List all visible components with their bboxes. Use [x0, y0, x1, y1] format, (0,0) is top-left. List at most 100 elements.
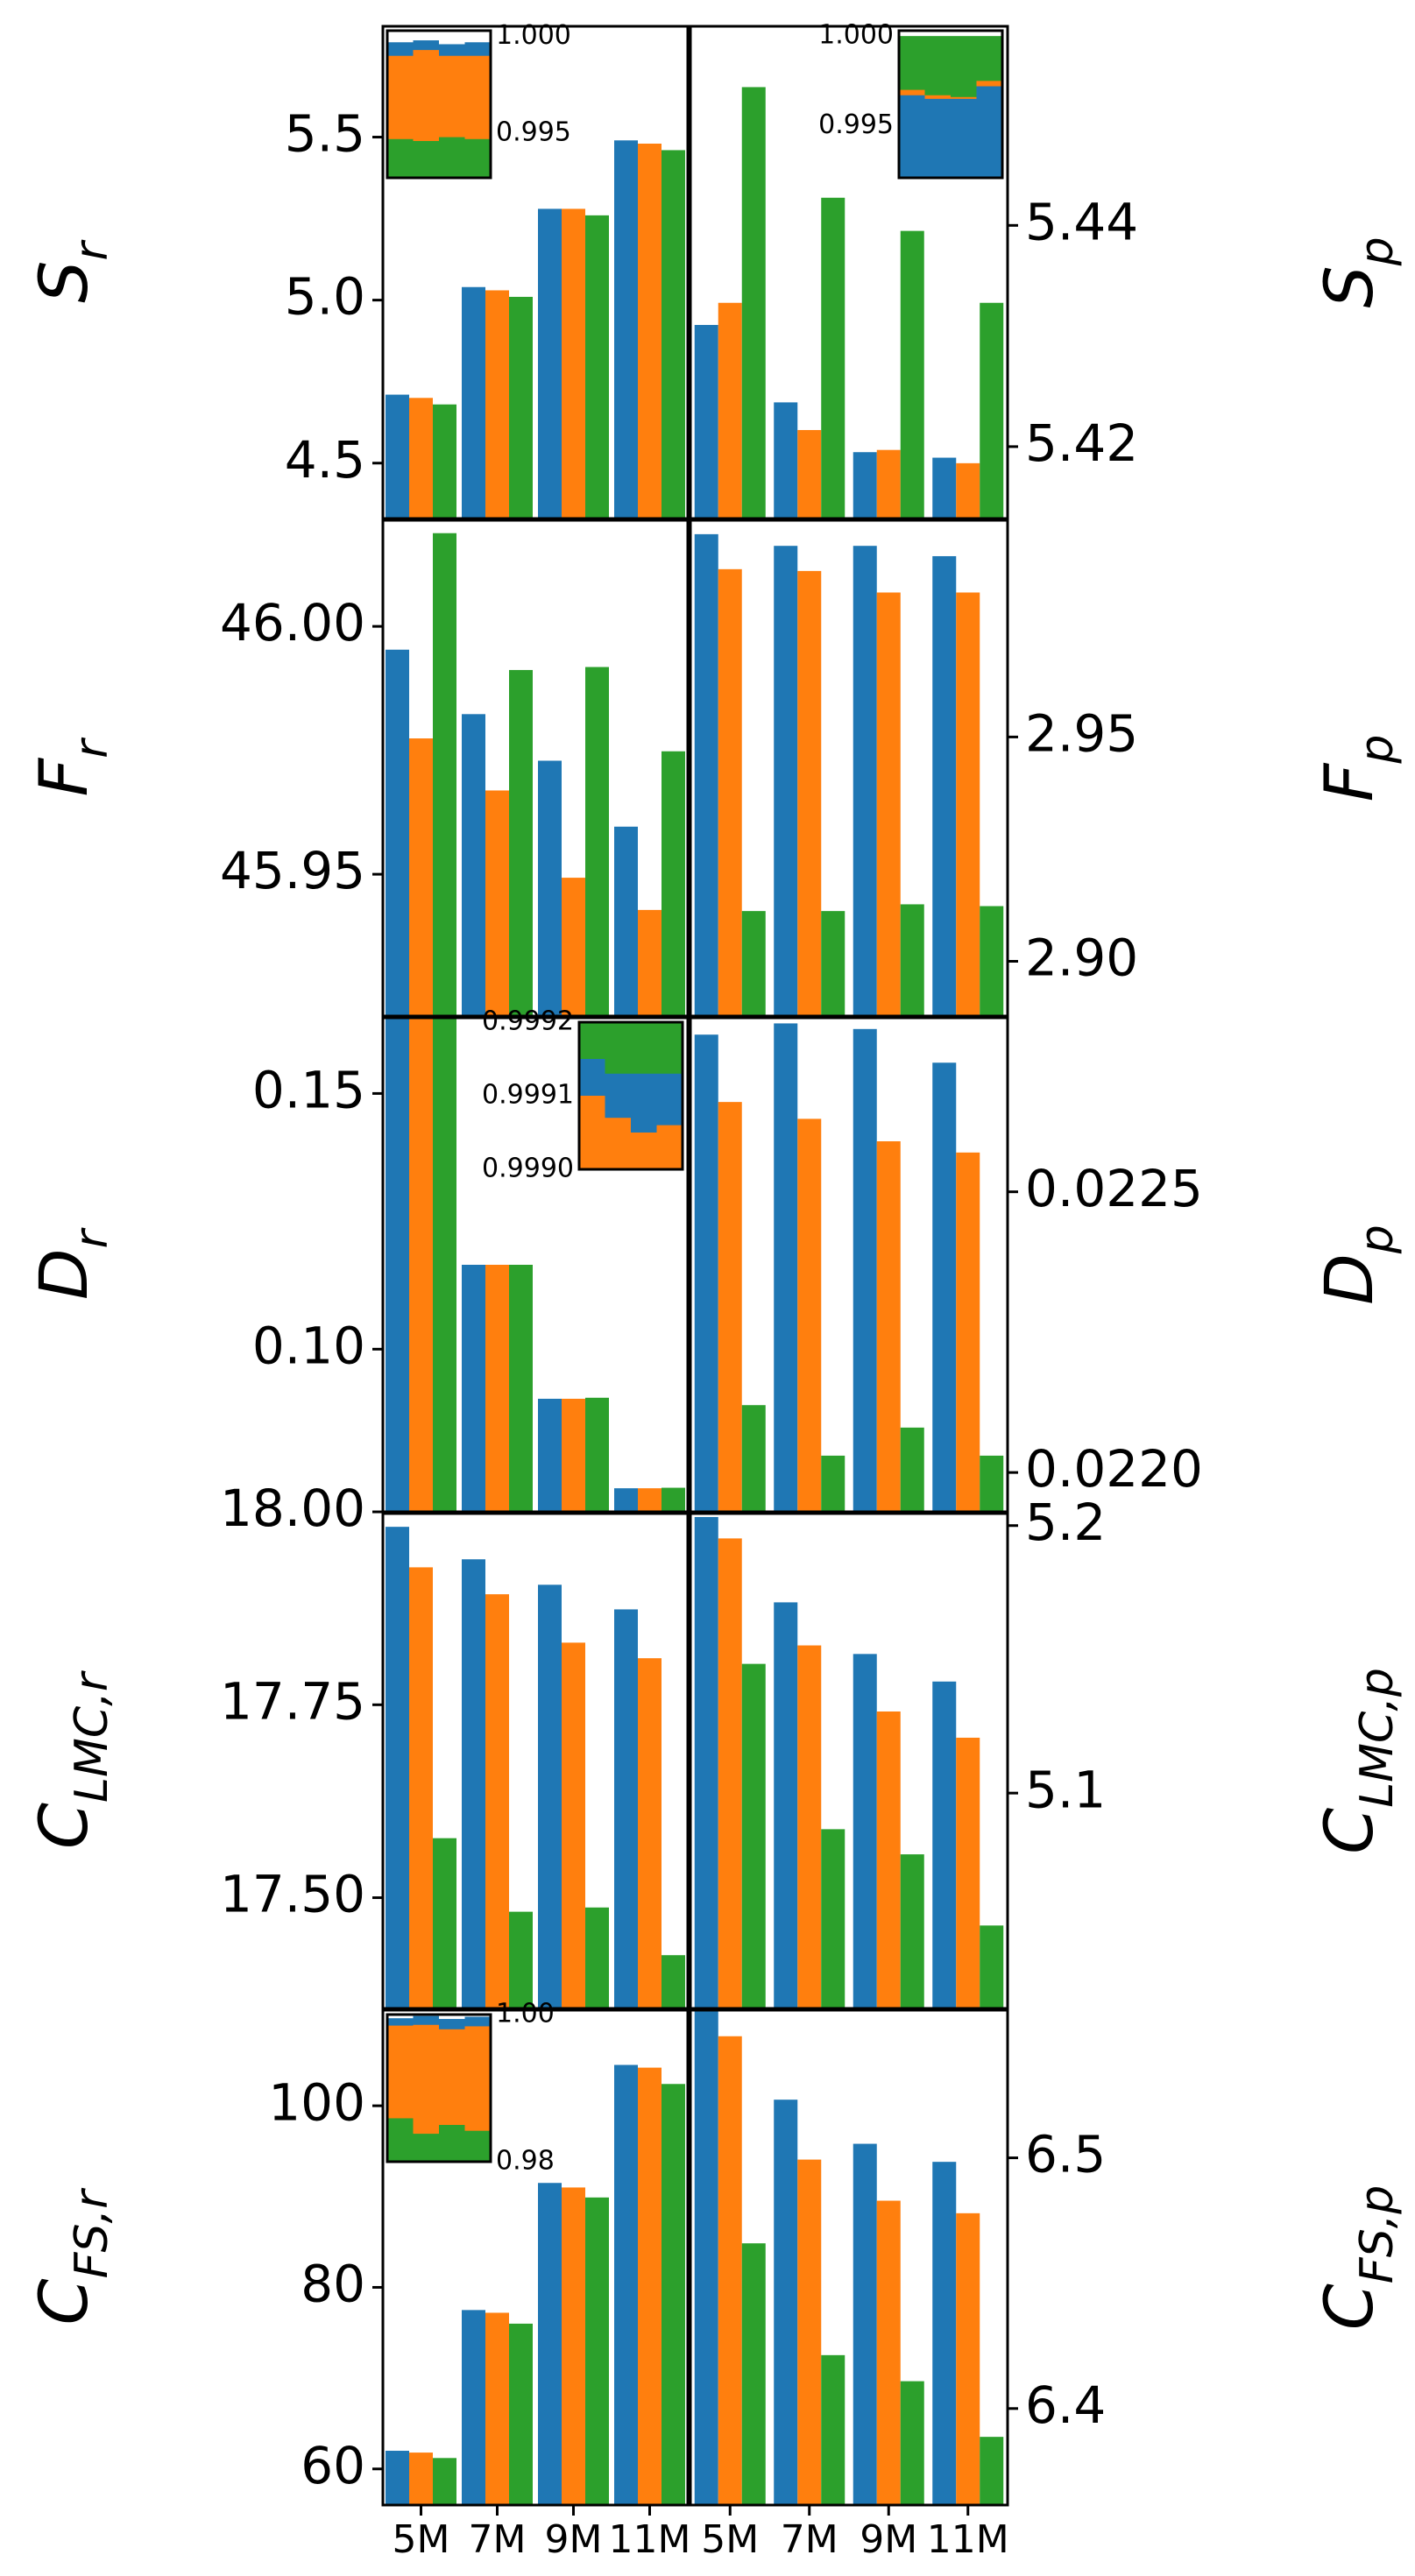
- bar-Sr-5M-orange: [409, 398, 433, 519]
- bar-CFSp-5M-green: [741, 2243, 766, 2505]
- inset-Dr: 0.9990 0.9991 0.9992: [482, 1006, 684, 1184]
- bar-Fr-9M-green: [585, 667, 609, 1016]
- bar-CFSr-5M-blue: [386, 2451, 409, 2505]
- bar-CLMCp-7M-green: [821, 1829, 845, 2008]
- bar-Dp-9M-orange: [876, 1141, 901, 1512]
- bar-Sp-11M-green: [980, 302, 1004, 519]
- bar-CLMCp-9M-green: [900, 1854, 924, 2008]
- bar-CLMCr-7M-orange: [485, 1594, 509, 2008]
- ytick-label-CFSr: 60: [301, 2436, 365, 2495]
- bar-Dr-11M-blue: [614, 1488, 638, 1512]
- ytick-label-Sr: 4.5: [285, 430, 365, 490]
- inset-bar-CFSr-5M-green: [387, 2118, 414, 2162]
- bar-CFSr-5M-orange: [409, 2452, 433, 2505]
- bar-Sp-5M-green: [741, 87, 766, 519]
- inset-Sp: 0.995 1.000: [818, 20, 1004, 180]
- bar-Sr-11M-orange: [638, 143, 662, 519]
- frame-Sr: [381, 25, 690, 520]
- frame-CFSp: [689, 2008, 1009, 2507]
- xtick-label-11M: 11M: [609, 2517, 691, 2562]
- ytick-label-Sr: 5.0: [285, 267, 365, 327]
- ytick-label-Fp: 2.90: [1025, 928, 1138, 988]
- inset-frame-Sp: [897, 29, 1004, 180]
- bar-Dp-9M-blue: [853, 1028, 877, 1512]
- bar-Sp-9M-blue: [853, 452, 877, 519]
- bar-Dp-7M-green: [821, 1455, 845, 1512]
- ytick-label-CLMCr: 18.00: [220, 1479, 365, 1538]
- bar-Fp-11M-green: [980, 906, 1004, 1016]
- inset-bar-Sp-7M-blue: [924, 98, 951, 178]
- inset-tick-Sr: 0.995: [496, 117, 571, 148]
- bar-Dr-5M-orange: [409, 1018, 433, 1512]
- bar-Dr-7M-blue: [462, 1265, 485, 1512]
- ytick-label-CLMCp: 5.2: [1025, 1493, 1106, 1552]
- inset-tick-CFSr: 1.00: [496, 1999, 555, 2029]
- bar-CFSp-9M-blue: [853, 2143, 877, 2505]
- bar-CLMCr-7M-green: [509, 1911, 533, 2008]
- inset-tick-Sr: 1.000: [496, 20, 571, 51]
- ytick-label-CLMCr: 17.75: [220, 1671, 365, 1731]
- bar-Dr-7M-green: [509, 1265, 533, 1512]
- bar-CLMCr-11M-green: [662, 1955, 685, 2008]
- bar-Dp-5M-green: [741, 1405, 766, 1512]
- ytick-label-Dr: 0.10: [252, 1316, 365, 1375]
- panel-Sp: 5.42 5.44 0.995 1.000: [689, 20, 1138, 520]
- bar-Fr-7M-blue: [462, 714, 485, 1016]
- inset-bar-Sr-5M-green: [387, 138, 414, 178]
- bar-Sp-7M-blue: [774, 402, 798, 519]
- bar-Fp-9M-blue: [853, 546, 877, 1016]
- bar-CLMCr-5M-green: [433, 1838, 456, 2008]
- bar-Fr-9M-blue: [538, 760, 562, 1016]
- bar-Fr-11M-blue: [614, 826, 638, 1016]
- bar-Sp-5M-orange: [718, 302, 742, 519]
- bar-Fr-7M-orange: [485, 790, 509, 1016]
- inset-tick-Dr: 0.9990: [482, 1154, 574, 1184]
- bar-CLMCr-11M-orange: [638, 1658, 662, 2008]
- bar-Dp-11M-green: [980, 1455, 1004, 1512]
- ylabel-Dp: Dp: [1310, 1224, 1404, 1305]
- bar-Dp-11M-blue: [932, 1062, 957, 1512]
- bar-Sr-5M-blue: [386, 394, 409, 519]
- inset-bar-Dr-7M-orange: [605, 1118, 631, 1169]
- bar-CFSp-11M-green: [980, 2437, 1004, 2505]
- bar-Sp-7M-green: [821, 197, 845, 519]
- bar-Fp-5M-blue: [694, 533, 718, 1016]
- bar-Dr-9M-orange: [562, 1398, 585, 1512]
- bar-CLMCp-9M-orange: [876, 1711, 901, 2008]
- bar-CFSr-5M-green: [433, 2458, 456, 2505]
- ytick-label-CFSr: 80: [301, 2255, 365, 2314]
- ytick-label-Fr: 45.95: [220, 841, 365, 900]
- bar-Fp-9M-green: [900, 904, 924, 1016]
- bar-Fp-11M-orange: [956, 592, 980, 1016]
- inset-tick-Dr: 0.9991: [482, 1080, 574, 1111]
- bar-CLMCr-9M-blue: [538, 1584, 562, 2008]
- frame-CLMCr: [381, 1512, 690, 2010]
- frame-Dr: [381, 1016, 690, 1514]
- bar-CFSp-7M-green: [821, 2354, 845, 2505]
- bar-CLMCp-7M-orange: [797, 1645, 822, 2008]
- bar-Fp-5M-orange: [718, 568, 742, 1016]
- bar-Dr-5M-green: [433, 1018, 456, 1512]
- bar-Fr-9M-orange: [562, 878, 585, 1016]
- bar-Sp-5M-blue: [694, 324, 718, 519]
- bar-CLMCp-9M-blue: [853, 1654, 877, 2008]
- panel-Fr: 45.95 46.00: [220, 519, 690, 1018]
- inset-tick-CFSr: 0.98: [496, 2146, 555, 2177]
- bar-CFSr-11M-green: [662, 2084, 685, 2505]
- inset-bar-Dr-9M-orange: [631, 1133, 657, 1169]
- bar-Sr-11M-blue: [614, 140, 638, 519]
- bar-Fp-7M-green: [821, 911, 845, 1016]
- xtick-label-9M: 9M: [545, 2517, 603, 2562]
- frame-CLMCp: [689, 1512, 1009, 2010]
- ytick-label-Fr: 46.00: [220, 593, 365, 653]
- bar-Fr-5M-green: [433, 533, 456, 1016]
- bar-Fr-5M-orange: [409, 738, 433, 1016]
- inset-bar-Sp-5M-blue: [899, 95, 925, 178]
- bar-Dr-9M-blue: [538, 1398, 562, 1512]
- bar-Fp-7M-orange: [797, 570, 822, 1016]
- bar-CFSr-9M-green: [585, 2197, 609, 2505]
- bar-Dp-7M-orange: [797, 1119, 822, 1512]
- ytick-label-Dp: 0.0225: [1025, 1159, 1203, 1218]
- bar-Dr-9M-green: [585, 1397, 609, 1512]
- inset-frame-CFSr: [386, 2013, 492, 2163]
